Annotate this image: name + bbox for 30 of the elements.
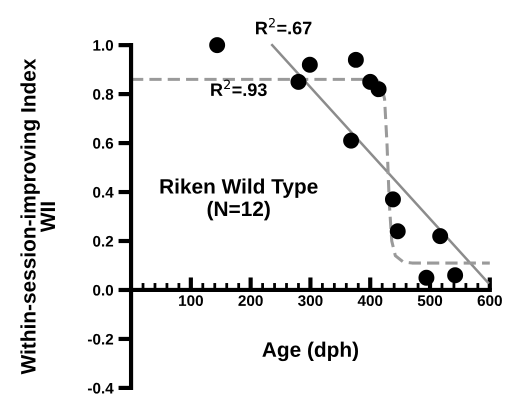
y-tick-label: 0.2 xyxy=(93,236,114,247)
x-tick-label: 600 xyxy=(478,295,502,306)
x-axis-title: Age (dph) xyxy=(262,342,358,362)
point xyxy=(302,56,318,73)
y-tick-label: 0.4 xyxy=(93,186,114,198)
y-tick-label: 0.8 xyxy=(93,88,114,100)
x-tick-label: 500 xyxy=(418,295,442,306)
x-tick-label: 400 xyxy=(358,295,382,306)
y-tick-label: 0.0 xyxy=(93,284,114,296)
point xyxy=(447,267,464,284)
annotation: Riken Wild Type (N=12) xyxy=(160,178,318,220)
point xyxy=(370,81,387,98)
text: R$^{2}$=.67 xyxy=(256,18,312,34)
y-tick-label: -0.4 xyxy=(88,382,114,394)
point xyxy=(343,132,360,149)
y-tick-label: -0.2 xyxy=(88,334,114,345)
annotation: R$^{2}$=.93 xyxy=(211,80,267,96)
point xyxy=(209,37,226,54)
point xyxy=(390,223,406,240)
y-axis-title: Within-session-improving Index WII xyxy=(20,58,55,374)
point xyxy=(384,191,401,208)
point xyxy=(432,228,448,244)
y-tick-label: 0.6 xyxy=(93,138,114,149)
point xyxy=(348,52,364,68)
point xyxy=(290,74,306,90)
x-tick-label: 200 xyxy=(238,295,263,306)
point xyxy=(418,270,434,286)
x-tick-label: 300 xyxy=(298,295,323,306)
y-tick-label: 1.0 xyxy=(93,40,114,51)
x-tick-label: 100 xyxy=(179,295,203,306)
